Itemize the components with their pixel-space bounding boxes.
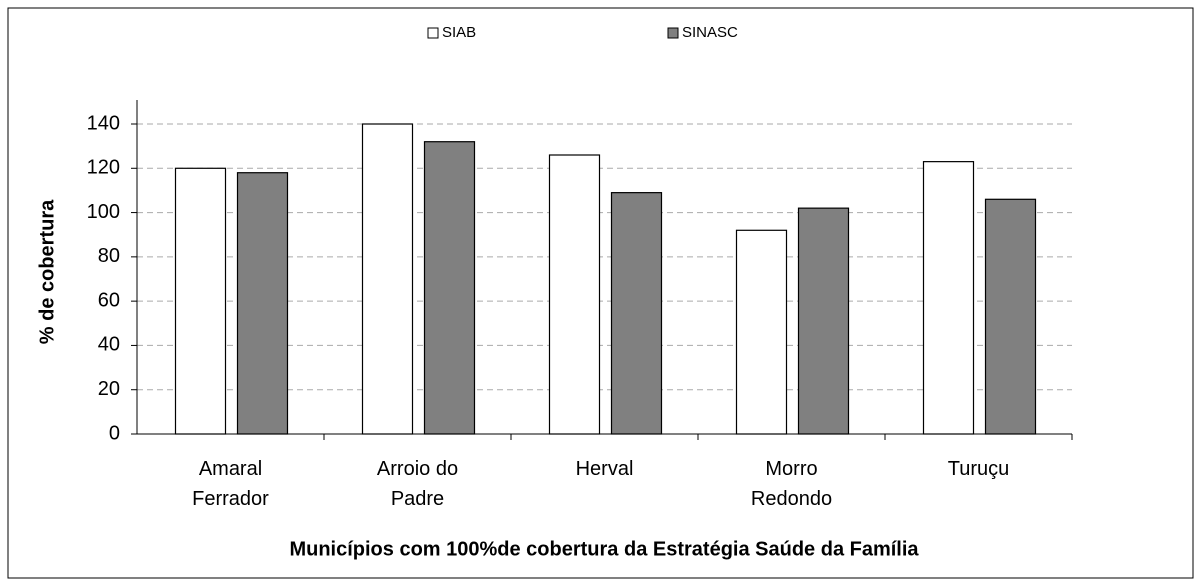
bar xyxy=(361,123,414,435)
bar xyxy=(984,198,1037,435)
x-tick-label: Arroio do Padre xyxy=(376,458,459,510)
bar xyxy=(236,172,289,435)
legend-swatch xyxy=(667,27,679,39)
x-tick-label: Herval xyxy=(575,458,634,480)
x-tick-label: Morro Redondo xyxy=(750,458,833,510)
bar xyxy=(922,161,975,435)
legend-label: SIAB xyxy=(442,24,476,41)
bar xyxy=(735,229,788,435)
bar xyxy=(797,207,850,435)
bar xyxy=(423,141,476,435)
x-axis-label: Municípios com 100%de cobertura da Estra… xyxy=(289,538,919,560)
bar xyxy=(174,167,227,435)
bar xyxy=(548,154,601,435)
x-tick-label: Turuçu xyxy=(947,458,1010,480)
y-tick-label: 0 xyxy=(109,422,120,444)
x-tick-label: Amaral Ferrador xyxy=(192,458,269,510)
y-tick-label: 40 xyxy=(98,334,120,356)
y-tick-label: 20 xyxy=(98,378,120,400)
bar xyxy=(610,192,663,435)
legend-label: SINASC xyxy=(682,24,738,41)
y-tick-label: 140 xyxy=(87,112,120,134)
y-axis-label: % de cobertura xyxy=(36,199,58,344)
y-tick-label: 60 xyxy=(98,289,120,311)
y-tick-label: 120 xyxy=(87,157,120,179)
chart-border xyxy=(7,7,1194,579)
y-tick-label: 80 xyxy=(98,245,120,267)
legend-swatch xyxy=(427,27,439,39)
y-tick-label: 100 xyxy=(87,201,120,223)
